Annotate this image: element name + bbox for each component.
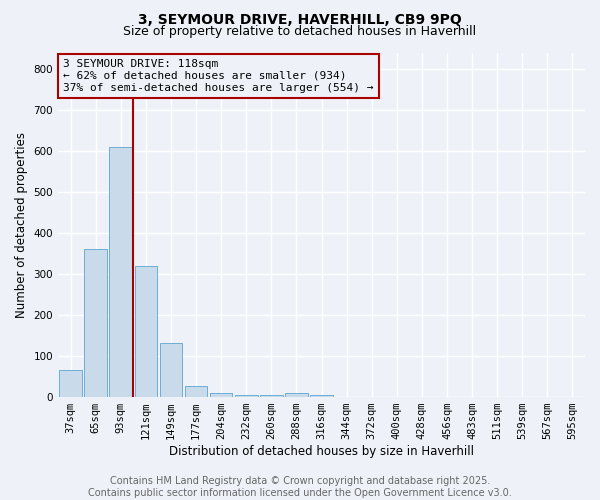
Bar: [134, 266, 157, 396]
Y-axis label: Number of detached properties: Number of detached properties: [15, 132, 28, 318]
Bar: [109, 146, 132, 396]
Bar: [260, 394, 283, 396]
Bar: [185, 386, 208, 396]
Bar: [285, 394, 308, 396]
Bar: [160, 344, 182, 396]
Text: Size of property relative to detached houses in Haverhill: Size of property relative to detached ho…: [124, 25, 476, 38]
Bar: [210, 394, 232, 396]
X-axis label: Distribution of detached houses by size in Haverhill: Distribution of detached houses by size …: [169, 444, 474, 458]
Text: 3, SEYMOUR DRIVE, HAVERHILL, CB9 9PQ: 3, SEYMOUR DRIVE, HAVERHILL, CB9 9PQ: [138, 12, 462, 26]
Text: 3 SEYMOUR DRIVE: 118sqm
← 62% of detached houses are smaller (934)
37% of semi-d: 3 SEYMOUR DRIVE: 118sqm ← 62% of detache…: [64, 60, 374, 92]
Text: Contains HM Land Registry data © Crown copyright and database right 2025.
Contai: Contains HM Land Registry data © Crown c…: [88, 476, 512, 498]
Bar: [85, 249, 107, 396]
Bar: [235, 394, 257, 396]
Bar: [59, 370, 82, 396]
Bar: [310, 394, 333, 396]
